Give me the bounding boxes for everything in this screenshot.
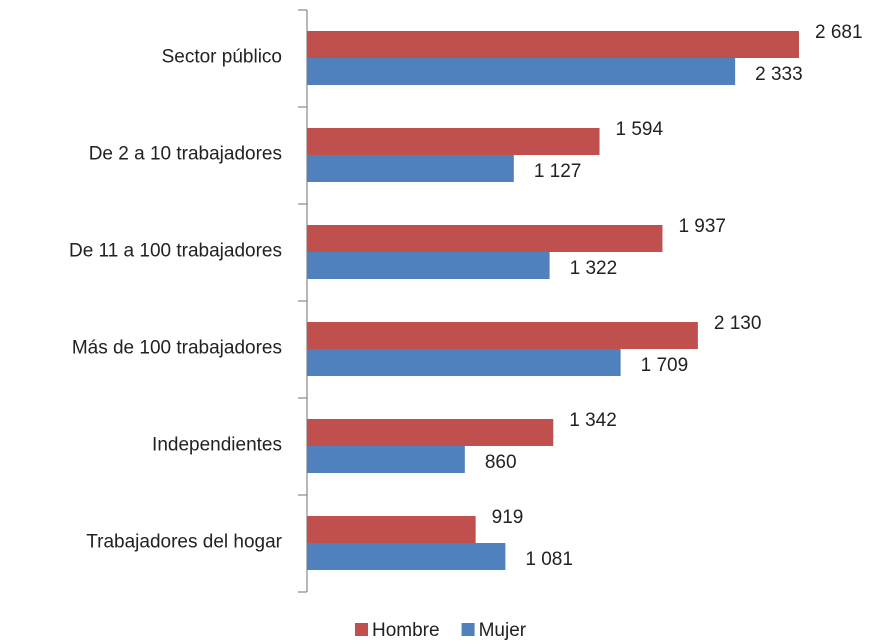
category-label: Trabajadores del hogar xyxy=(86,532,282,553)
value-label: 1 937 xyxy=(678,216,726,237)
value-label: 1 709 xyxy=(641,355,689,376)
value-label: 1 127 xyxy=(534,161,582,182)
legend-label: Hombre xyxy=(372,620,440,641)
bar xyxy=(307,446,465,473)
value-label: 1 081 xyxy=(525,549,573,570)
bar xyxy=(307,58,736,85)
value-label: 919 xyxy=(492,507,524,528)
bar xyxy=(307,322,698,349)
bar xyxy=(307,516,476,543)
category-label: Independientes xyxy=(152,435,282,456)
legend-swatch xyxy=(461,623,475,636)
value-label: 2 333 xyxy=(755,64,803,85)
legend-label: Mujer xyxy=(479,620,527,641)
legend-swatch xyxy=(355,623,368,636)
value-label: 1 342 xyxy=(569,410,617,431)
bar xyxy=(307,128,600,155)
bar xyxy=(307,543,506,570)
category-label: De 2 a 10 trabajadores xyxy=(89,144,282,165)
value-label: 2 130 xyxy=(714,313,762,334)
category-label: Más de 100 trabajadores xyxy=(72,338,282,359)
bar xyxy=(307,349,621,376)
category-label: De 11 a 100 trabajadores xyxy=(69,241,282,262)
value-label: 1 322 xyxy=(570,258,618,279)
bar xyxy=(307,225,663,252)
bar xyxy=(307,252,550,279)
bar xyxy=(307,419,554,446)
category-label: Sector público xyxy=(162,47,282,68)
bar xyxy=(307,155,514,182)
value-label: 1 594 xyxy=(616,119,664,140)
value-label: 2 681 xyxy=(815,22,863,43)
bar xyxy=(307,31,799,58)
value-label: 860 xyxy=(485,452,517,473)
